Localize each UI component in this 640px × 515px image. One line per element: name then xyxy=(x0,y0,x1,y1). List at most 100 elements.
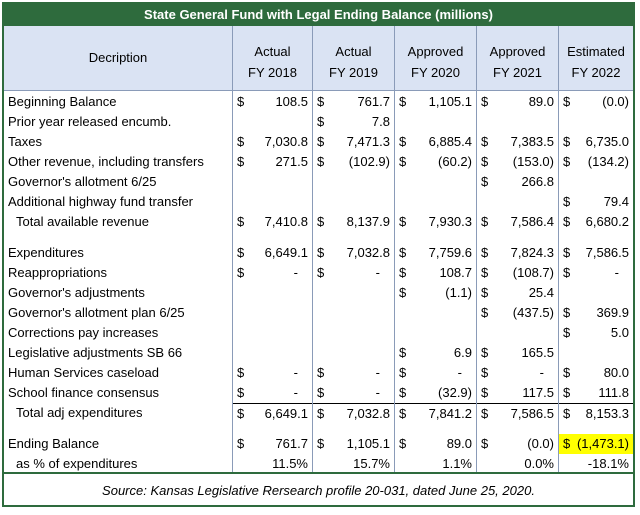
table-cell: $6,649.1 xyxy=(233,243,312,263)
header-line1: Approved xyxy=(489,44,546,59)
amount-value: 89.0 xyxy=(446,436,472,451)
amount-value: - xyxy=(375,265,380,280)
table-cell: 1.1% xyxy=(395,454,476,474)
table-cell: $ - xyxy=(233,263,312,283)
row-label: Corrections pay increases xyxy=(8,325,159,340)
table-cell: $7,586.5 xyxy=(477,403,558,424)
amount-value: 6,649.1 xyxy=(264,406,308,421)
table-cell xyxy=(477,112,558,132)
table-cell: $7,586.4 xyxy=(477,212,558,232)
header-col-5: Estimated FY 2022 xyxy=(558,26,633,90)
table-cell: $7,759.6 xyxy=(395,243,476,263)
table-cell: $271.5 xyxy=(233,152,312,172)
amount-value: 8,153.3 xyxy=(585,406,629,421)
table-cell: $ (32.9) xyxy=(395,383,476,403)
row-label: Taxes xyxy=(8,134,42,149)
currency-symbol: $ xyxy=(317,245,325,260)
table-cell: $ (60.2) xyxy=(395,152,476,172)
currency-symbol: $ xyxy=(481,385,489,400)
amount-value: 271.5 xyxy=(275,154,308,169)
row-label: Prior year released encumb. xyxy=(8,114,172,129)
table-cell: $7,032.8 xyxy=(313,403,394,424)
amount-value: 111.8 xyxy=(598,385,629,400)
table-cell: $ (102.9) xyxy=(313,152,394,172)
currency-symbol: $ xyxy=(563,134,571,149)
header-line2: FY 2022 xyxy=(571,65,621,80)
row-label: Total adj expenditures xyxy=(16,405,143,420)
table-cell: $25.4 xyxy=(477,283,558,303)
header-line1: Estimated xyxy=(567,44,625,59)
amount-value: - xyxy=(293,265,298,280)
currency-symbol: $ xyxy=(237,436,245,451)
table-header: Decription Actual FY 2018 Actual FY 2019 App… xyxy=(4,26,633,91)
table-cell xyxy=(395,323,476,343)
table-cell: $80.0 xyxy=(559,363,633,383)
table-cell: $6,649.1 xyxy=(233,403,312,424)
table-row: Governor's allotment plan 6/25 $ (437.5) $3… xyxy=(4,303,633,323)
table-cell: $7,841.2 xyxy=(395,403,476,424)
table-cell: $89.0 xyxy=(395,434,476,454)
table-row: Ending Balance $761.7 $1,105.1 $89.0 $ (0.0) $… xyxy=(4,434,633,454)
table-cell: -18.1% xyxy=(559,454,633,474)
currency-symbol: $ xyxy=(317,265,325,280)
table-row: Total adj expenditures $6,649.1 $7,032.8 $7… xyxy=(4,403,633,423)
table-cell xyxy=(233,283,312,303)
table-cell: $79.4 xyxy=(559,192,633,212)
amount-value: (0.0) xyxy=(602,94,629,109)
amount-value: 6.9 xyxy=(453,345,472,360)
table-cell xyxy=(313,303,394,323)
amount-value: 761.7 xyxy=(357,94,390,109)
table-cell xyxy=(559,283,633,303)
table-cell xyxy=(477,323,558,343)
currency-symbol: $ xyxy=(481,436,489,451)
table-cell: $8,137.9 xyxy=(313,212,394,232)
amount-value: 7,410.8 xyxy=(264,214,308,229)
amount-value: - xyxy=(375,365,380,380)
header-line1: Actual xyxy=(335,44,372,59)
amount-value: 117.5 xyxy=(522,385,554,400)
currency-symbol: $ xyxy=(317,385,325,400)
amount-value: 8,137.9 xyxy=(346,214,390,229)
amount-value: 1,105.1 xyxy=(428,94,472,109)
amount-value: 6,885.4 xyxy=(428,134,472,149)
table-cell: $7,383.5 xyxy=(477,132,558,152)
table-cell xyxy=(477,192,558,212)
row-label: as % of expenditures xyxy=(16,456,138,471)
amount-value: (0.0) xyxy=(527,436,554,451)
table-cell xyxy=(233,192,312,212)
amount-value: (32.9) xyxy=(438,385,472,400)
currency-symbol: $ xyxy=(399,285,407,300)
table-title: State General Fund with Legal Ending Bal… xyxy=(4,4,633,26)
table-row: Additional highway fund transfer $79.4 xyxy=(4,192,633,212)
table-cell: $ - xyxy=(313,263,394,283)
table-row: Expenditures $6,649.1 $7,032.8 $7,759.6 $7,8… xyxy=(4,243,633,263)
table-cell: $7,471.3 xyxy=(313,132,394,152)
table-cell: $7,824.3 xyxy=(477,243,558,263)
table-cell: $7,032.8 xyxy=(313,243,394,263)
amount-value: 165.5 xyxy=(521,345,554,360)
table-cell: $108.5 xyxy=(233,92,312,112)
table-cell: $165.5 xyxy=(477,343,558,363)
source-note: Source: Kansas Legislative Rersearch pro… xyxy=(4,472,633,507)
currency-symbol: $ xyxy=(399,406,407,421)
currency-symbol: $ xyxy=(563,214,571,229)
table-cell: $ (108.7) xyxy=(477,263,558,283)
column-divider xyxy=(394,90,395,472)
currency-symbol: $ xyxy=(399,154,407,169)
currency-symbol: $ xyxy=(563,385,571,400)
table-cell: $108.7 xyxy=(395,263,476,283)
currency-symbol: $ xyxy=(237,94,245,109)
table-cell: $6.9 xyxy=(395,343,476,363)
currency-symbol: $ xyxy=(399,345,407,360)
currency-symbol: $ xyxy=(399,436,407,451)
amount-value: 7,824.3 xyxy=(510,245,554,260)
amount-value: 80.0 xyxy=(603,365,629,380)
header-line2: FY 2019 xyxy=(329,65,378,80)
row-label: Governor's adjustments xyxy=(8,285,145,300)
currency-symbol: $ xyxy=(481,406,489,421)
table-row: Legislative adjustments SB 66 $6.9 $165.5 xyxy=(4,343,633,363)
header-line1: Actual xyxy=(254,44,291,59)
amount-value: 7,032.8 xyxy=(346,245,390,260)
row-label: School finance consensus xyxy=(8,385,160,400)
amount-value: - xyxy=(457,365,462,380)
